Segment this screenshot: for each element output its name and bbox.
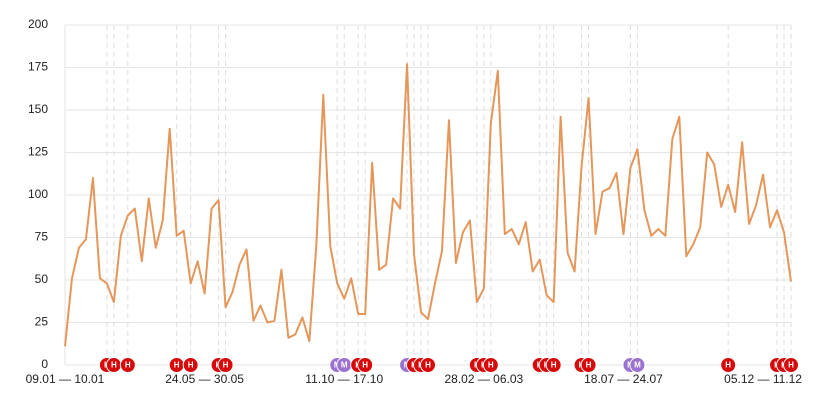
y-tick-label: 0 bbox=[41, 357, 48, 371]
event-circle bbox=[783, 357, 799, 373]
event-label: H bbox=[223, 361, 229, 370]
event-label: H bbox=[586, 361, 592, 370]
event-label: H bbox=[788, 361, 794, 370]
x-tick-label: 05.12 — 11.12 bbox=[724, 372, 802, 386]
y-tick-label: 25 bbox=[35, 315, 49, 329]
event-label: H bbox=[362, 361, 368, 370]
event-marker: H bbox=[720, 357, 737, 373]
event-marker: H bbox=[783, 357, 799, 373]
event-label: H bbox=[188, 361, 194, 370]
event-label: H bbox=[488, 361, 494, 370]
event-circle bbox=[580, 357, 597, 373]
x-tick-label: 11.10 — 17.10 bbox=[305, 372, 383, 386]
event-circle bbox=[720, 357, 737, 373]
event-marker: M bbox=[336, 357, 353, 373]
x-tick-label: 24.05 — 30.05 bbox=[165, 372, 244, 386]
event-marker: H bbox=[545, 357, 562, 373]
event-marker: H bbox=[580, 357, 597, 373]
y-tick-label: 175 bbox=[28, 60, 48, 74]
event-marker: H bbox=[357, 357, 374, 373]
event-circle bbox=[182, 357, 199, 373]
event-circle bbox=[545, 357, 562, 373]
y-tick-label: 125 bbox=[28, 145, 48, 159]
event-circle bbox=[420, 357, 436, 373]
event-marker: H bbox=[182, 357, 199, 373]
event-label: H bbox=[174, 361, 180, 370]
event-marker: M bbox=[629, 357, 646, 373]
x-tick-label: 18.07 — 24.07 bbox=[584, 372, 663, 386]
event-circle bbox=[217, 357, 234, 373]
event-marker: H bbox=[217, 357, 234, 373]
event-circle bbox=[629, 357, 646, 373]
event-label: H bbox=[425, 361, 431, 370]
data-line bbox=[64, 63, 792, 347]
event-marker: H bbox=[119, 357, 136, 373]
event-label: H bbox=[111, 361, 117, 370]
event-label: H bbox=[125, 361, 131, 370]
y-tick-label: 150 bbox=[28, 102, 48, 116]
y-tick-label: 100 bbox=[28, 187, 48, 201]
y-tick-label: 200 bbox=[28, 17, 48, 31]
y-tick-label: 75 bbox=[35, 230, 49, 244]
event-label: M bbox=[634, 361, 641, 370]
event-label: M bbox=[341, 361, 348, 370]
x-tick-label: 28.02 — 06.03 bbox=[444, 372, 523, 386]
x-tick-label: 09.01 — 10.01 bbox=[26, 372, 105, 386]
event-marker: H bbox=[105, 357, 122, 373]
event-circle bbox=[482, 357, 499, 373]
event-marker: H bbox=[420, 357, 436, 373]
y-tick-label: 50 bbox=[35, 272, 49, 286]
event-circle bbox=[119, 357, 136, 373]
event-marker: H bbox=[482, 357, 499, 373]
event-circle bbox=[357, 357, 374, 373]
event-label: H bbox=[725, 361, 731, 370]
event-label: H bbox=[551, 361, 557, 370]
event-marker: H bbox=[168, 357, 185, 373]
